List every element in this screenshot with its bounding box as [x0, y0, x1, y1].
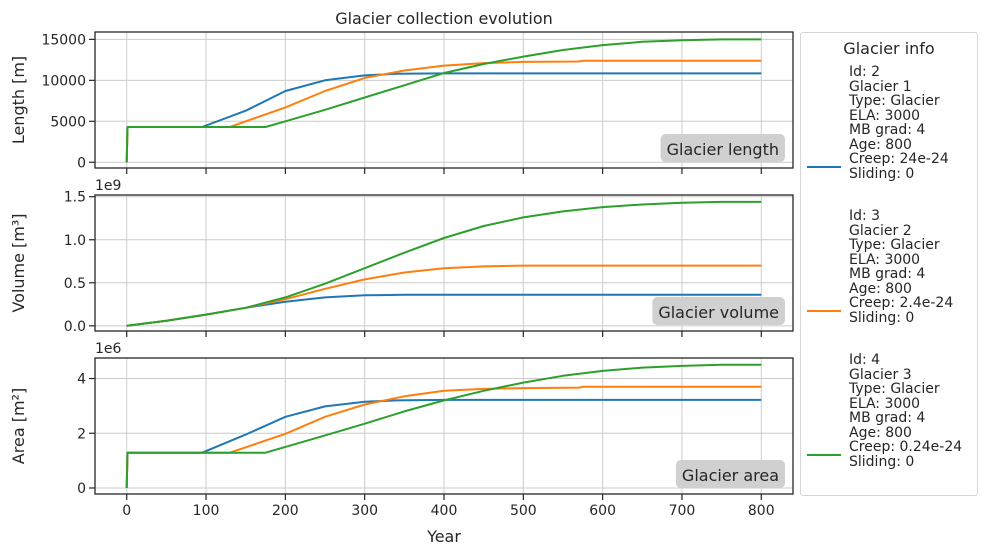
x-tick-label: 700 [669, 503, 696, 519]
x-tick-label: 400 [431, 503, 458, 519]
y-tick-label-length: 5000 [50, 114, 86, 130]
y-axis-label-area: Area [m²] [9, 388, 28, 464]
x-tick-label: 200 [272, 503, 299, 519]
y-axis-label-volume: Volume [m³] [9, 213, 28, 312]
y-tick-label-length: 10000 [41, 73, 86, 89]
legend-line-glacier-3 [807, 454, 841, 456]
legend: Glacier info Id: 2 Glacier 1 Type: Glaci… [800, 32, 978, 496]
x-axis-label: Year [426, 527, 461, 546]
x-tick-label: 300 [351, 503, 378, 519]
annotation-area: Glacier area [682, 466, 779, 485]
legend-text-glacier-2: Id: 3 Glacier 2 Type: Glacier ELA: 3000 … [849, 209, 953, 325]
y-axis-label-length: Length [m] [9, 56, 28, 144]
legend-text-glacier-3: Id: 4 Glacier 3 Type: Glacier ELA: 3000 … [849, 353, 962, 469]
legend-line-glacier-2 [807, 310, 841, 312]
legend-title: Glacier info [801, 39, 977, 58]
y-tick-label-area: 4 [77, 372, 86, 388]
y-tick-label-volume: 1.0 [64, 233, 86, 249]
legend-text-glacier-1: Id: 2 Glacier 1 Type: Glacier ELA: 3000 … [849, 65, 949, 181]
legend-line-glacier-1 [807, 166, 841, 168]
annotation-length: Glacier length [667, 140, 779, 159]
y-tick-label-volume: 1.5 [64, 190, 86, 206]
y-tick-label-volume: 0.5 [64, 276, 86, 292]
x-tick-label: 600 [589, 503, 616, 519]
annotation-volume: Glacier volume [658, 303, 779, 322]
y-tick-label-length: 0 [77, 155, 86, 171]
y-multiplier-area: 1e6 [95, 341, 122, 357]
x-tick-label: 500 [510, 503, 537, 519]
y-tick-label-volume: 0.0 [64, 319, 86, 335]
x-tick-label: 100 [193, 503, 220, 519]
x-tick-label: 800 [748, 503, 775, 519]
panel-volume: 0.0 0.5 1.0 1.5 Volume [m³] 1e9 Glacier volume [9, 178, 793, 337]
chart-title: Glacier collection evolution [335, 9, 553, 28]
x-tick-label: 0 [122, 503, 131, 519]
y-multiplier-volume: 1e9 [95, 178, 121, 194]
y-tick-label-area: 0 [77, 481, 86, 497]
panel-area: 0 2 4 Area [m²] 1e6 Glacier area [9, 341, 793, 500]
y-tick-label-length: 15000 [41, 32, 86, 48]
panel-length: 0 5000 10000 15000 Length [m] Glacier length [9, 32, 793, 174]
y-tick-label-area: 2 [77, 426, 86, 442]
